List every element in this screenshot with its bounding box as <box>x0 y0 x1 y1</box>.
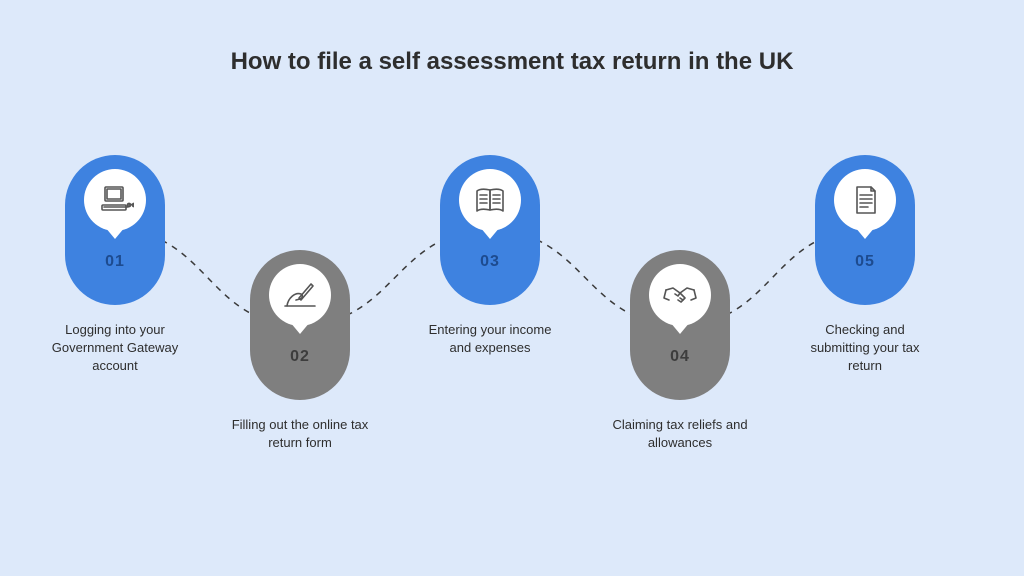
page-title: How to file a self assessment tax return… <box>0 48 1024 76</box>
step-pill: 05 <box>815 155 915 305</box>
step-pill: 01 <box>65 155 165 305</box>
handshake-icon <box>649 264 711 326</box>
step-label: Claiming tax reliefs and allowances <box>608 416 753 452</box>
steps-stage: 01 Logging into your Government Gateway a… <box>0 140 1024 540</box>
computer-icon <box>84 169 146 231</box>
document-icon <box>834 169 896 231</box>
step-04: 04 Claiming tax reliefs and allowances <box>608 250 753 452</box>
book-icon <box>459 169 521 231</box>
step-03: 03 Entering your income and expenses <box>418 155 563 357</box>
step-label: Checking and submitting your tax return <box>793 321 938 376</box>
step-pill: 02 <box>250 250 350 400</box>
step-02: 02 Filling out the online tax return form <box>228 250 373 452</box>
step-number: 02 <box>290 348 310 366</box>
step-01: 01 Logging into your Government Gateway a… <box>43 155 188 376</box>
step-label: Logging into your Government Gateway acc… <box>43 321 188 376</box>
step-pill: 03 <box>440 155 540 305</box>
step-number: 05 <box>855 253 875 271</box>
step-number: 04 <box>670 348 690 366</box>
step-05: 05 Checking and submitting your tax retur… <box>793 155 938 376</box>
step-label: Filling out the online tax return form <box>228 416 373 452</box>
step-pill: 04 <box>630 250 730 400</box>
step-label: Entering your income and expenses <box>418 321 563 357</box>
step-number: 03 <box>480 253 500 271</box>
step-number: 01 <box>105 253 125 271</box>
hand-pen-icon <box>269 264 331 326</box>
